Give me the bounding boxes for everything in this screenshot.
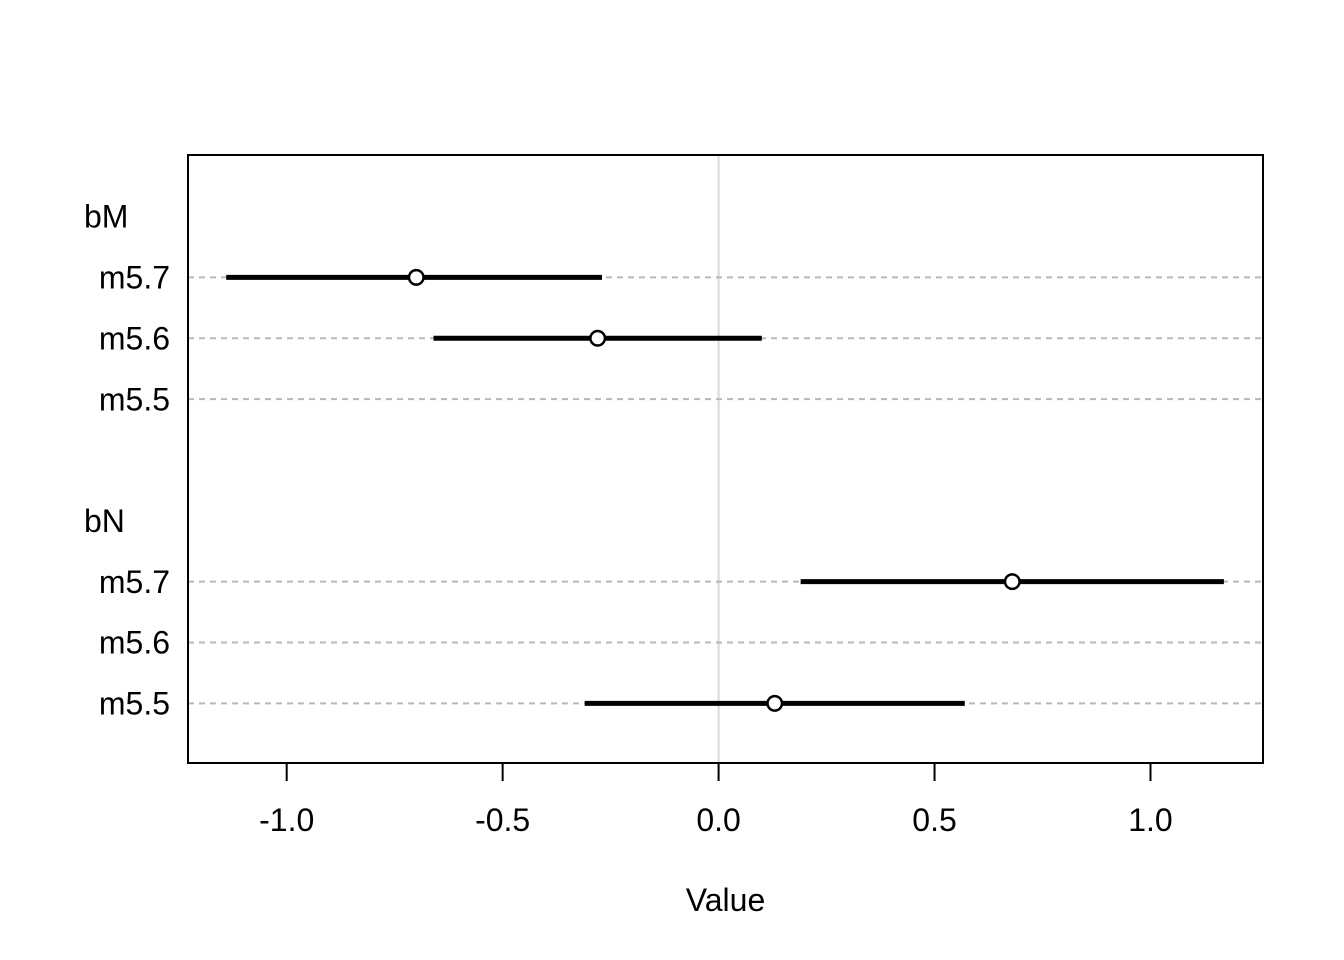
x-axis-tick-label: -0.5: [475, 802, 530, 838]
point-marker: [407, 268, 425, 286]
model-label: m5.5: [99, 686, 170, 722]
x-axis-tick-label: 1.0: [1128, 802, 1172, 838]
x-axis-tick-label: 0.5: [912, 802, 956, 838]
group-label: bN: [84, 503, 125, 539]
model-label: m5.7: [99, 564, 170, 600]
point-marker: [589, 329, 607, 347]
point-marker: [1003, 573, 1021, 591]
model-label: m5.7: [99, 260, 170, 296]
x-axis-title: Value: [685, 882, 766, 918]
model-label: m5.5: [99, 381, 170, 417]
point-marker: [766, 694, 784, 712]
model-label: m5.6: [99, 625, 170, 661]
plot-frame: [187, 154, 1264, 764]
model-label: m5.6: [99, 320, 170, 356]
x-axis-tick-label: 0.0: [696, 802, 740, 838]
x-axis-tick-label: -1.0: [259, 802, 314, 838]
group-label: bM: [84, 199, 128, 235]
